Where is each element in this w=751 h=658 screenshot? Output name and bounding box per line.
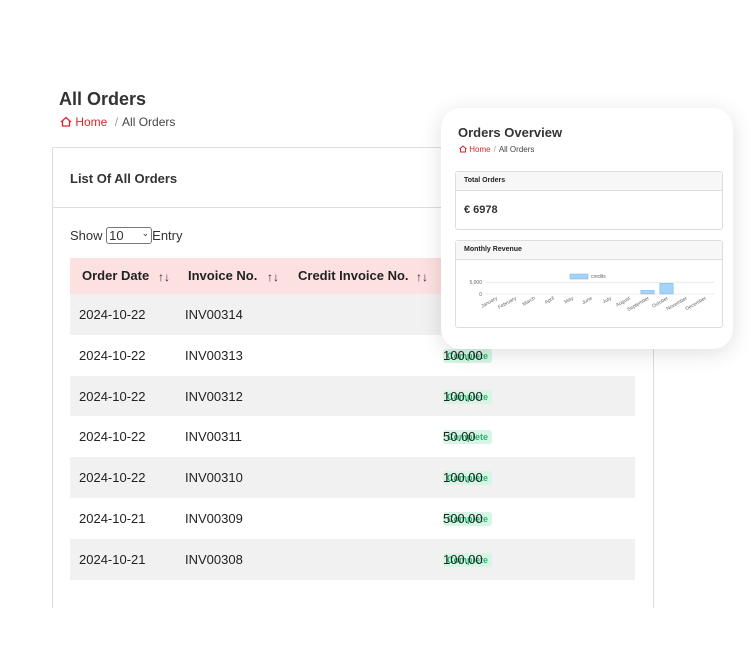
- total-value: € 6978: [464, 204, 498, 216]
- entry-label: Entry: [152, 228, 183, 243]
- page-size-value: 10: [109, 228, 124, 243]
- order-date: 2024-10-21: [79, 551, 146, 567]
- y-tick-label: 0: [479, 292, 482, 298]
- total-label: Total Orders: [456, 172, 722, 191]
- chart-title: Monthly Revenue: [456, 241, 722, 260]
- overview-breadcrumb-current: All Orders: [498, 145, 535, 154]
- amount: 100.00: [443, 388, 483, 404]
- table-row: 2024-10-21 INV00309 Complete 500.00: [70, 498, 635, 539]
- sort-icon[interactable]: ↑↓: [416, 270, 428, 284]
- status-badge: Complete: [443, 430, 493, 445]
- status-badge: Complete: [443, 348, 493, 363]
- overview-card: Orders Overview Home / All Orders Total Or…: [441, 108, 733, 349]
- bar: [659, 283, 674, 295]
- breadcrumb-home[interactable]: Home: [75, 115, 108, 129]
- total-box: Total Orders € 6978: [455, 171, 723, 230]
- x-tick-label: April: [544, 296, 556, 306]
- order-date: 2024-10-21: [79, 511, 146, 526]
- card-title: List Of All Orders: [70, 171, 178, 186]
- amount: 100.00: [443, 551, 483, 567]
- x-tick-label: January: [480, 295, 499, 309]
- home-icon: [60, 116, 72, 127]
- invoice-no: INV00309: [185, 511, 243, 526]
- invoice-no: INV00311: [185, 429, 242, 445]
- amount: 100.00: [443, 347, 483, 363]
- breadcrumb-current: All Orders: [122, 115, 176, 129]
- column-header[interactable]: Order Date: [82, 268, 150, 283]
- status-badge: Complete: [443, 471, 493, 486]
- table-row: 2024-10-21 INV00308 Complete 100.00: [70, 538, 635, 580]
- order-date: 2024-10-22: [79, 429, 146, 445]
- x-tick-label: May: [563, 295, 575, 305]
- table-row: 2024-10-22 INV00311 Complete 50.00: [70, 416, 635, 458]
- x-tick-label: September: [626, 295, 650, 313]
- order-date: 2024-10-22: [79, 470, 146, 486]
- order-date: 2024-10-22: [79, 388, 146, 404]
- amount: 500.00: [443, 511, 483, 526]
- invoice-no: INV00313: [185, 347, 243, 363]
- home-icon: [459, 145, 467, 153]
- table-row: 2024-10-22 INV00313 Complete 100.00: [70, 334, 635, 376]
- amount: 100.00: [443, 470, 483, 486]
- revenue-box: Monthly Revenue 0 5,000 credits January Febr…: [455, 240, 723, 328]
- page-title: All Orders: [59, 89, 147, 109]
- page-size: Show 10 ⌄ Entry: [70, 227, 183, 244]
- legend-swatch: [569, 273, 589, 280]
- status-badge: Complete: [443, 512, 493, 526]
- invoice-no: INV00314: [185, 307, 243, 322]
- overview-title: Orders Overview: [458, 125, 563, 140]
- x-tick-label: July: [602, 295, 613, 305]
- table-row: 2024-10-22 INV00312 Complete 100.00: [70, 375, 635, 417]
- orders-table: Order Date ↑↓ Invoice No. ↑↓ Credit Invoice …: [70, 258, 635, 608]
- sort-icon[interactable]: ↑↓: [267, 270, 279, 284]
- x-tick-label: February: [497, 295, 518, 310]
- page-size-select[interactable]: 10 ⌄: [106, 227, 153, 244]
- legend-label: credits: [591, 274, 606, 280]
- sort-icon[interactable]: ↑↓: [158, 270, 170, 284]
- show-label: Show: [70, 228, 103, 243]
- x-tick-label: June: [581, 295, 594, 306]
- status-badge: Complete: [443, 389, 493, 404]
- x-tick-label: December: [685, 295, 708, 312]
- column-header[interactable]: Credit Invoice No.: [298, 268, 409, 283]
- invoice-no: INV00312: [185, 388, 243, 404]
- order-date: 2024-10-22: [79, 347, 146, 363]
- overview-breadcrumb: Home / All Orders: [459, 145, 534, 154]
- y-tick-label: 5,000: [469, 280, 482, 286]
- invoice-no: INV00308: [185, 551, 243, 567]
- breadcrumb: Home / All Orders: [60, 115, 175, 129]
- order-date: 2024-10-22: [79, 307, 146, 322]
- amount: 50.00: [443, 429, 476, 445]
- status-badge: Complete: [443, 552, 493, 567]
- overview-breadcrumb-home[interactable]: Home: [469, 145, 491, 154]
- x-tick-label: March: [521, 295, 536, 307]
- bar: [640, 290, 655, 295]
- column-header[interactable]: Invoice No.: [188, 268, 258, 283]
- table-row: 2024-10-22 INV00310 Complete 100.00: [70, 457, 635, 498]
- invoice-no: INV00310: [185, 470, 243, 486]
